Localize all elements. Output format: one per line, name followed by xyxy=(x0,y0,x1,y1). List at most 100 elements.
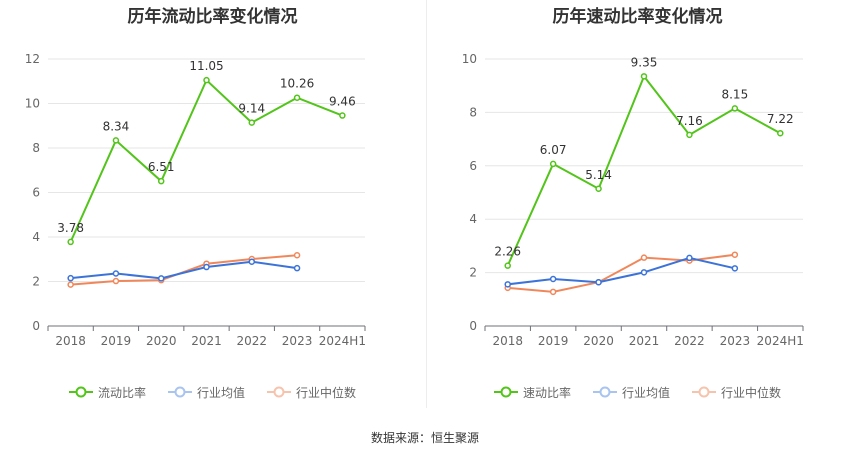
data-point xyxy=(293,94,301,101)
legend-label: 流动比率 xyxy=(97,385,146,400)
legend-line-marker-icon xyxy=(68,386,93,398)
y-tick-label: 6 xyxy=(469,159,477,173)
data-point xyxy=(67,274,74,282)
data-label: 9.46 xyxy=(329,95,356,109)
data-label: 10.26 xyxy=(280,77,314,91)
series-line xyxy=(507,256,736,286)
x-tick-label: 2022 xyxy=(237,334,268,348)
data-source-note: 数据来源：恒生聚源 xyxy=(370,431,479,445)
data-label: 8.34 xyxy=(103,119,130,133)
data-point xyxy=(549,160,557,168)
data-point xyxy=(248,119,256,126)
data-point xyxy=(293,264,301,272)
data-point xyxy=(640,73,648,80)
y-tick-label: 8 xyxy=(469,105,477,119)
data-point xyxy=(339,112,346,119)
data-point xyxy=(67,281,74,288)
data-label: 9.14 xyxy=(238,102,265,116)
y-tick-label: 4 xyxy=(32,230,40,244)
series-line xyxy=(70,254,298,286)
data-label: 2.26 xyxy=(494,245,521,259)
x-tick-label: 2023 xyxy=(720,334,751,348)
y-tick-label: 10 xyxy=(25,97,40,111)
legend-label: 行业均值 xyxy=(196,385,245,400)
legend-line-marker-icon xyxy=(167,386,192,398)
data-point xyxy=(686,131,693,139)
data-point xyxy=(686,254,693,262)
data-label: 7.16 xyxy=(676,114,703,128)
data-label: 9.35 xyxy=(631,55,658,69)
legend-label: 行业中位数 xyxy=(296,385,357,400)
data-point xyxy=(112,277,120,285)
data-point xyxy=(549,288,557,296)
y-tick-label: 8 xyxy=(32,141,40,155)
x-tick-label: 2021 xyxy=(629,334,660,348)
chart-legend: 速动比率 行业均值 行业中位数 xyxy=(425,382,850,402)
x-tick-label: 2018 xyxy=(55,334,86,348)
legend-item-current-ratio[interactable]: 流动比率 xyxy=(68,382,146,402)
data-point xyxy=(504,281,511,288)
series-line xyxy=(506,74,781,267)
legend-line-marker-icon xyxy=(592,386,617,398)
series-line xyxy=(69,78,343,243)
x-tick-label: 2021 xyxy=(191,334,222,348)
data-point xyxy=(777,129,784,137)
legend-item-quick-ratio[interactable]: 速动比率 xyxy=(493,382,571,402)
y-tick-label: 6 xyxy=(32,186,40,200)
x-tick-label: 2019 xyxy=(101,334,132,348)
data-point xyxy=(731,251,739,258)
legend-label: 速动比率 xyxy=(522,385,571,400)
x-tick-label: 2022 xyxy=(674,334,705,348)
data-point xyxy=(203,76,210,84)
legend-item-industry-average[interactable]: 行业均值 xyxy=(592,382,670,402)
legend-item-industry-median[interactable]: 行业中位数 xyxy=(692,382,781,402)
chart-title: 历年流动比率变化情况 xyxy=(127,7,298,27)
quick-ratio-chart-panel: 历年速动比率变化情况 0 2 4 6 8 10 2018 2019 2020 2021 2022 20… xyxy=(425,0,850,420)
data-point xyxy=(595,278,602,286)
x-tick-label: 2024H1 xyxy=(319,334,366,348)
legend-label: 行业均值 xyxy=(621,385,670,400)
y-tick-label: 10 xyxy=(462,52,477,66)
panel-divider xyxy=(426,0,427,408)
data-label: 5.14 xyxy=(585,168,612,182)
x-tick-label: 2023 xyxy=(282,334,313,348)
y-tick-label: 0 xyxy=(469,319,477,333)
x-tick-label: 2020 xyxy=(146,334,177,348)
data-point xyxy=(640,254,648,261)
y-tick-label: 12 xyxy=(25,52,40,66)
data-label: 6.07 xyxy=(540,143,567,157)
x-tick-label: 2019 xyxy=(538,334,569,348)
data-label: 11.05 xyxy=(189,59,223,73)
data-point xyxy=(549,275,557,283)
data-point xyxy=(248,258,256,265)
quick-ratio-plot: 0 2 4 6 8 10 2018 2019 2020 2021 2022 2023 2024H1 2.2… xyxy=(462,52,804,348)
legend-line-marker-icon xyxy=(493,386,518,398)
data-point xyxy=(203,263,210,271)
y-tick-label: 2 xyxy=(32,275,40,289)
data-point xyxy=(112,270,120,277)
data-label: 8.15 xyxy=(721,87,748,101)
data-point xyxy=(731,265,739,272)
y-tick-label: 2 xyxy=(469,266,477,280)
data-point xyxy=(112,137,120,144)
x-tick-label: 2020 xyxy=(583,334,614,348)
series-line xyxy=(70,260,298,280)
data-label: 6.51 xyxy=(148,160,175,174)
data-point xyxy=(504,262,511,269)
data-label: 3.78 xyxy=(57,221,84,235)
y-tick-label: 0 xyxy=(32,319,40,333)
legend-label: 行业中位数 xyxy=(721,385,782,400)
data-point xyxy=(731,105,739,112)
x-tick-label: 2018 xyxy=(492,334,523,348)
data-point xyxy=(640,269,648,276)
current-ratio-plot: 0 2 4 6 8 10 12 2018 2019 2020 2021 2022 2023 2024H1 3… xyxy=(25,52,366,348)
legend-item-industry-median[interactable]: 行业中位数 xyxy=(267,382,356,402)
data-point xyxy=(67,238,74,246)
data-point xyxy=(157,275,165,282)
y-tick-label: 4 xyxy=(469,212,477,226)
legend-item-industry-average[interactable]: 行业均值 xyxy=(167,382,245,402)
data-point xyxy=(157,177,165,185)
chart-legend: 流动比率 行业均值 行业中位数 xyxy=(0,382,425,402)
current-ratio-chart-panel: 历年流动比率变化情况 0 2 4 6 8 10 12 2018 2019 2020 2021 2022… xyxy=(0,0,425,420)
data-point xyxy=(595,185,602,193)
